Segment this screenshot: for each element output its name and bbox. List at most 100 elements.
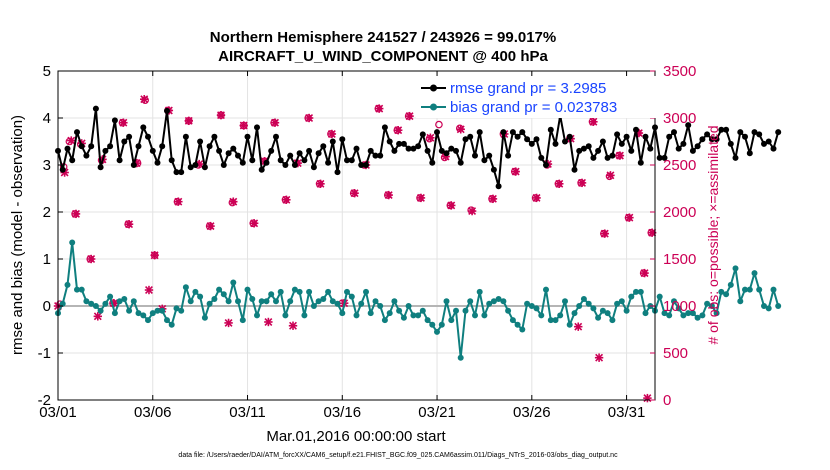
rmse-point [599, 138, 606, 145]
bias-point [732, 265, 739, 272]
obs-assimilated-point [327, 129, 337, 139]
rmse-point [386, 138, 393, 145]
bias-point [107, 293, 114, 300]
rmse-point [618, 140, 625, 147]
rmse-point [737, 129, 744, 136]
rmse-point [168, 157, 175, 164]
rmse-point [718, 126, 725, 133]
bias-point [197, 293, 204, 300]
obs-assimilated-point [270, 118, 280, 127]
obs-assimilated-point [124, 220, 134, 229]
rmse-point [244, 133, 251, 140]
bias-point [633, 288, 639, 295]
bias-point [320, 296, 327, 302]
bias-point [467, 298, 474, 305]
bias-point [547, 317, 554, 324]
rmse-point [495, 183, 502, 190]
rmse-point [405, 145, 412, 152]
rmse-point [348, 157, 355, 164]
bias-point [761, 303, 767, 309]
obs-assimilated-point [488, 194, 498, 204]
rmse-point [675, 145, 682, 152]
obs-assimilated-point [264, 317, 273, 327]
bias-point [694, 314, 701, 321]
rmse-point [135, 143, 142, 150]
bias-point [713, 310, 720, 317]
bias-point [599, 307, 606, 314]
bias-point [751, 270, 758, 277]
rmse-point [486, 152, 493, 159]
obs-assimilated-point [511, 167, 520, 176]
bias-point [97, 307, 104, 314]
obs-assimilated-point [174, 197, 183, 206]
bias-point [685, 310, 692, 317]
rmse-point [775, 129, 782, 136]
bias-point [557, 312, 564, 319]
bias-point [765, 305, 772, 312]
bias-point [135, 310, 142, 317]
rmse-point [419, 131, 426, 138]
rmse-point [656, 154, 663, 161]
rmse-point [296, 150, 303, 157]
bias-point [723, 291, 730, 298]
bias-point [718, 288, 725, 295]
rmse-point [164, 107, 170, 114]
bias-point [680, 312, 687, 319]
bias-point [211, 296, 218, 302]
y-right-tick-label: 3500 [663, 63, 696, 80]
bias-point [443, 298, 450, 305]
rmse-point [225, 150, 232, 157]
bias-point [130, 298, 137, 305]
bias-point [64, 281, 71, 288]
rmse-point [249, 157, 256, 164]
bias-point [671, 298, 677, 305]
bias-point [315, 298, 322, 305]
rmse-point [680, 140, 687, 147]
rmse-point [699, 136, 706, 143]
obs-possible-point [425, 134, 434, 143]
y-right-tick-label: 3000 [663, 110, 696, 127]
rmse-point [476, 129, 483, 136]
y-tick-label: 0 [43, 298, 51, 315]
rmse-point [258, 166, 265, 173]
obs-assimilated-point [375, 104, 384, 113]
rmse-point [661, 154, 668, 161]
bias-point [514, 321, 521, 328]
bias-point [410, 312, 417, 319]
bias-point [74, 286, 80, 293]
rmse-point [391, 147, 398, 154]
rmse-point [472, 152, 478, 159]
bias-point [372, 298, 379, 305]
rmse-point [637, 159, 644, 166]
rmse-point [770, 145, 777, 152]
obs-assimilated-point [405, 111, 414, 121]
rmse-point [121, 138, 128, 145]
bias-point [263, 298, 270, 305]
bias-point [524, 300, 531, 307]
obs-assimilated-point [229, 197, 238, 206]
bias-point [268, 291, 275, 298]
bias-point [182, 284, 189, 291]
rmse-point [145, 133, 151, 140]
bias-point [476, 288, 483, 295]
rmse-point [415, 143, 422, 150]
rmse-point [708, 136, 715, 143]
bias-point [69, 239, 76, 246]
obs-assimilated-point [456, 125, 465, 134]
obs-assimilated-point [594, 353, 604, 362]
bias-point [500, 298, 507, 305]
bias-point [618, 298, 625, 305]
rmse-point [107, 143, 114, 150]
obs-assimilated-point [467, 206, 477, 216]
bias-point [168, 321, 175, 328]
y-tick-label: -1 [38, 345, 51, 362]
rmse-point [197, 138, 204, 145]
obs-assimilated-point [71, 209, 81, 219]
bias-point [334, 300, 341, 307]
rmse-point [230, 145, 237, 152]
bias-point [235, 298, 241, 305]
legend-bias-marker [430, 103, 437, 111]
bias-point [386, 310, 393, 317]
rmse-point [358, 162, 365, 168]
obs-assimilated-point [282, 195, 291, 204]
